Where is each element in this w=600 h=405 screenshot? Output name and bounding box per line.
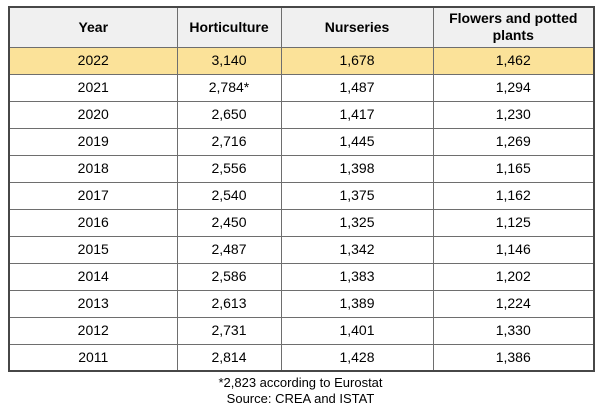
footnote-source: Source: CREA and ISTAT — [226, 391, 375, 405]
year-cell: 2011 — [8, 343, 178, 372]
flowers-cell: 1,269 — [432, 127, 595, 156]
nurseries-cell: 1,401 — [280, 316, 434, 345]
flowers-cell: 1,125 — [432, 208, 595, 237]
table-row: 2013 2,613 1,389 1,224 — [8, 289, 595, 318]
flowers-cell: 1,330 — [432, 316, 595, 345]
table-row: 2018 2,556 1,398 1,165 — [8, 154, 595, 183]
year-cell: 2014 — [8, 262, 178, 291]
flowers-cell: 1,162 — [432, 181, 595, 210]
flowers-cell: 1,462 — [432, 46, 595, 75]
flowers-cell: 1,230 — [432, 100, 595, 129]
nurseries-cell: 1,417 — [280, 100, 434, 129]
footnotes: *2,823 according to Eurostat Source: CRE… — [8, 375, 593, 405]
table-row: 2014 2,586 1,383 1,202 — [8, 262, 595, 291]
nurseries-cell: 1,398 — [280, 154, 434, 183]
table-row: 2015 2,487 1,342 1,146 — [8, 235, 595, 264]
nurseries-cell: 1,389 — [280, 289, 434, 318]
table-row: 2021 2,784* 1,487 1,294 — [8, 73, 595, 102]
table-row: 2022 3,140 1,678 1,462 — [8, 46, 595, 75]
horticulture-cell: 2,814 — [176, 343, 282, 372]
horticulture-cell: 2,784* — [176, 73, 282, 102]
nurseries-cell: 1,375 — [280, 181, 434, 210]
header-row: Year Horticulture Nurseries Flowers and … — [8, 6, 595, 48]
nurseries-cell: 1,445 — [280, 127, 434, 156]
flowers-cell: 1,294 — [432, 73, 595, 102]
horticulture-cell: 2,540 — [176, 181, 282, 210]
year-cell: 2020 — [8, 100, 178, 129]
table-row: 2011 2,814 1,428 1,386 — [8, 343, 595, 372]
column-header-nurseries: Nurseries — [280, 6, 434, 48]
horticulture-cell: 2,586 — [176, 262, 282, 291]
statistics-table: Year Horticulture Nurseries Flowers and … — [8, 6, 595, 372]
flowers-cell: 1,165 — [432, 154, 595, 183]
nurseries-cell: 1,678 — [280, 46, 434, 75]
horticulture-cell: 2,650 — [176, 100, 282, 129]
horticulture-cell: 2,556 — [176, 154, 282, 183]
year-cell: 2021 — [8, 73, 178, 102]
year-cell: 2017 — [8, 181, 178, 210]
column-header-year: Year — [8, 6, 178, 48]
nurseries-cell: 1,487 — [280, 73, 434, 102]
nurseries-cell: 1,342 — [280, 235, 434, 264]
table-row: 2020 2,650 1,417 1,230 — [8, 100, 595, 129]
nurseries-cell: 1,383 — [280, 262, 434, 291]
table-row: 2016 2,450 1,325 1,125 — [8, 208, 595, 237]
column-header-flowers: Flowers and potted plants — [432, 6, 595, 48]
horticulture-cell: 3,140 — [176, 46, 282, 75]
horticulture-cell: 2,731 — [176, 316, 282, 345]
nurseries-cell: 1,325 — [280, 208, 434, 237]
flowers-cell: 1,224 — [432, 289, 595, 318]
horticulture-cell: 2,716 — [176, 127, 282, 156]
horticulture-cell: 2,450 — [176, 208, 282, 237]
table-row: 2017 2,540 1,375 1,162 — [8, 181, 595, 210]
column-header-horticulture: Horticulture — [176, 6, 282, 48]
table-row: 2019 2,716 1,445 1,269 — [8, 127, 595, 156]
flowers-cell: 1,386 — [432, 343, 595, 372]
year-cell: 2012 — [8, 316, 178, 345]
year-cell: 2016 — [8, 208, 178, 237]
year-cell: 2013 — [8, 289, 178, 318]
flowers-cell: 1,202 — [432, 262, 595, 291]
year-cell: 2022 — [8, 46, 178, 75]
nurseries-cell: 1,428 — [280, 343, 434, 372]
horticulture-cell: 2,487 — [176, 235, 282, 264]
year-cell: 2019 — [8, 127, 178, 156]
table-row: 2012 2,731 1,401 1,330 — [8, 316, 595, 345]
horticulture-cell: 2,613 — [176, 289, 282, 318]
flowers-cell: 1,146 — [432, 235, 595, 264]
year-cell: 2015 — [8, 235, 178, 264]
year-cell: 2018 — [8, 154, 178, 183]
footnote-eurostat: *2,823 according to Eurostat — [218, 375, 383, 390]
